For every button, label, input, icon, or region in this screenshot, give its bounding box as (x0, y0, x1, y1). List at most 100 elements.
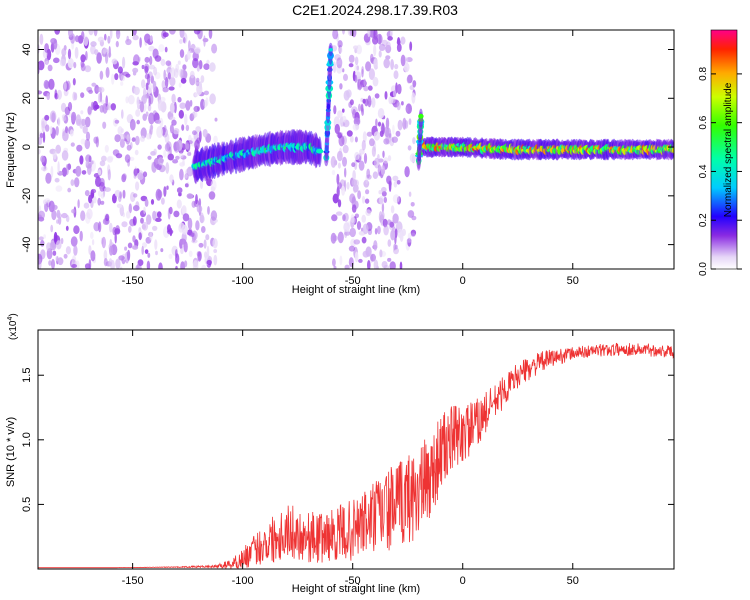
noise-blob (103, 258, 108, 267)
noise-blob (90, 188, 97, 194)
noise-blob (84, 190, 90, 197)
noise-blob (338, 135, 345, 147)
noise-blob (192, 58, 199, 69)
noise-blob (141, 64, 145, 70)
noise-blob (170, 67, 176, 79)
noise-blob (400, 36, 406, 45)
noise-blob (107, 155, 114, 161)
noise-blob (195, 126, 202, 133)
noise-blob (196, 205, 203, 213)
x-tick-label: -150 (122, 575, 144, 587)
noise-blob (350, 214, 355, 224)
noise-blob (354, 251, 359, 263)
signal-track-1 (191, 128, 324, 185)
noise-blob (178, 109, 184, 119)
noise-blob (109, 238, 113, 248)
noise-blob (350, 238, 356, 247)
noise-blob (115, 153, 123, 159)
multiplier-exponent: 4 (7, 317, 14, 321)
noise-blob (369, 138, 375, 147)
noise-blob (82, 125, 88, 134)
noise-blob (150, 123, 153, 135)
noise-blob (210, 179, 217, 191)
noise-blob (65, 163, 69, 176)
noise-blob (63, 253, 68, 259)
noise-blob (372, 36, 379, 45)
noise-blob (401, 101, 404, 106)
noise-blob (180, 69, 185, 80)
noise-blob (211, 43, 218, 54)
snr-panel: -150 -100 -50 0 50 0.5 1.0 1.5 Height of strai… (5, 313, 675, 595)
noise-blob (192, 130, 197, 136)
noise-blob (409, 153, 417, 163)
noise-blob (97, 169, 102, 176)
noise-region-1 (38, 30, 218, 269)
noise-blob (74, 92, 78, 101)
noise-blob (361, 68, 364, 78)
svg-text:(x104): (x104) (7, 313, 19, 340)
noise-blob (188, 250, 193, 257)
noise-blob (358, 258, 363, 263)
x-tick-label: -100 (232, 575, 254, 587)
noise-blob (370, 253, 376, 262)
noise-blob (341, 185, 346, 196)
noise-blob (354, 56, 359, 66)
noise-blob (378, 50, 382, 58)
noise-blob (184, 113, 188, 126)
noise-blob (55, 185, 63, 192)
noise-blob (38, 148, 41, 155)
noise-blob (136, 96, 140, 107)
noise-blob (139, 37, 142, 48)
noise-blob (145, 82, 149, 91)
snr-series-line-1 (38, 342, 674, 569)
noise-blob (365, 209, 372, 217)
noise-blob (213, 135, 218, 144)
y-tick-label: -20 (21, 188, 33, 204)
noise-blob (385, 41, 391, 51)
noise-blob (342, 115, 347, 122)
noise-blob (109, 245, 114, 256)
noise-blob (164, 46, 168, 53)
noise-blob (152, 80, 157, 93)
noise-blob (121, 109, 124, 119)
noise-blob (209, 62, 216, 72)
noise-blob (394, 244, 398, 250)
noise-blob (366, 168, 371, 179)
noise-blob (120, 128, 124, 133)
spectrogram-x-ticks: -150 -100 -50 0 50 (122, 30, 579, 287)
noise-blob (337, 231, 344, 244)
noise-blob (336, 173, 340, 185)
noise-blob (354, 159, 358, 170)
noise-blob (169, 227, 173, 237)
noise-blob (348, 54, 355, 63)
noise-blob (91, 82, 97, 87)
noise-blob (353, 239, 361, 245)
noise-blob (346, 130, 353, 137)
noise-blob (96, 52, 102, 64)
noise-blob (177, 96, 182, 103)
noise-blob (147, 252, 151, 258)
noise-blob (199, 212, 204, 224)
noise-blob (337, 110, 343, 118)
noise-blob (331, 169, 336, 176)
noise-blob (196, 251, 201, 257)
noise-blob (406, 238, 412, 243)
noise-blob (87, 106, 92, 115)
noise-blob (161, 197, 165, 205)
noise-blob (101, 155, 107, 162)
noise-blob (61, 150, 69, 161)
noise-blob (97, 36, 105, 43)
noise-blob (147, 155, 152, 160)
noise-blob (383, 225, 389, 236)
noise-blob (74, 46, 79, 59)
noise-blob (173, 128, 180, 135)
noise-blob (126, 35, 129, 42)
y-tick-label: -40 (21, 237, 33, 253)
noise-blob (73, 245, 78, 256)
noise-blob (152, 48, 159, 59)
noise-blob (378, 34, 382, 45)
noise-blob (405, 106, 409, 112)
noise-blob (346, 89, 352, 98)
noise-blob (67, 58, 74, 69)
noise-blob (407, 145, 412, 151)
